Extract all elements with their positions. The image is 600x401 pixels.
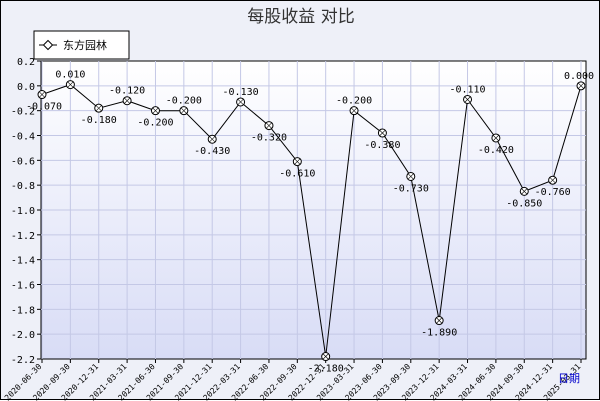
series-line xyxy=(41,84,582,357)
data-label: 0.010 xyxy=(55,70,85,81)
data-point-cross xyxy=(577,82,585,90)
data-label: -0.200 xyxy=(137,118,173,129)
y-tick-label: -0.8 xyxy=(11,181,35,192)
data-label: -0.850 xyxy=(506,198,542,209)
data-point-cross xyxy=(67,81,74,88)
data-point-cross xyxy=(435,317,443,324)
series-layer: -0.070 0.010 -0.180 -0.120 -0.200 -0.200 -0.43… xyxy=(26,70,594,375)
chart-title: 每股收益 对比 xyxy=(247,7,354,27)
data-point-cross xyxy=(492,134,500,142)
data-point-cross xyxy=(549,176,556,184)
data-point-cross xyxy=(237,98,244,106)
data-point-cross xyxy=(265,122,273,129)
y-tick-label: -1.2 xyxy=(11,231,35,242)
data-label: -0.430 xyxy=(194,146,230,157)
data-point-cross xyxy=(38,91,46,98)
data-label: -0.180 xyxy=(81,115,117,126)
data-label: -0.120 xyxy=(109,86,145,97)
data-point-cross xyxy=(350,107,358,114)
data-point-cross xyxy=(322,353,329,360)
period-label[interactable]: 日期 xyxy=(558,372,580,385)
data-point-cross xyxy=(379,129,386,137)
data-point-cross xyxy=(180,107,188,114)
data-label: -0.420 xyxy=(478,145,514,156)
data-point-cross xyxy=(521,188,528,195)
data-point-cross xyxy=(123,97,131,104)
data-label: 0.000 xyxy=(564,71,594,82)
y-tick-label: 0.0 xyxy=(17,82,35,93)
data-label: -0.200 xyxy=(166,96,202,107)
data-point-cross xyxy=(407,173,415,180)
y-tick-label: -1.4 xyxy=(11,256,35,267)
y-tick-label: 0.2 xyxy=(17,57,35,68)
data-label: -0.610 xyxy=(279,169,315,180)
data-label: -0.320 xyxy=(251,133,287,144)
legend-label: 东方园林 xyxy=(63,38,107,52)
y-tick-label: -0.4 xyxy=(11,132,35,143)
data-label: -0.200 xyxy=(336,96,372,107)
data-point-cross xyxy=(464,96,471,103)
data-label: -0.760 xyxy=(535,187,571,198)
y-tick-label: -0.6 xyxy=(11,156,35,167)
y-tick-label: -1.0 xyxy=(11,206,35,217)
legend-marker xyxy=(42,39,54,51)
y-tick-label: -2.0 xyxy=(11,330,35,341)
data-point-cross xyxy=(294,158,301,165)
y-tick-label: -0.2 xyxy=(11,107,35,118)
data-label: -0.110 xyxy=(449,84,485,95)
legend: 东方园林 xyxy=(33,30,130,60)
y-tick-label: -1.8 xyxy=(11,305,35,316)
data-label: -0.730 xyxy=(393,183,429,194)
data-label: -1.890 xyxy=(421,328,457,339)
y-axis: 0.2 0.0 -0.2 -0.4 -0.6 -0.8 -1.0 -1.2 -1.4 -1.6 -1… xyxy=(11,57,41,366)
x-axis: 2020-06-302020-09-302020-12-312021-03-31… xyxy=(3,359,583,401)
y-tick-label: -2.2 xyxy=(11,355,35,366)
data-label: -0.380 xyxy=(364,140,400,151)
data-label: -0.070 xyxy=(26,102,62,113)
data-point-cross xyxy=(208,136,216,143)
y-tick-label: -1.6 xyxy=(11,281,35,292)
data-point-cross xyxy=(152,107,159,114)
data-label: -0.130 xyxy=(223,87,259,98)
data-point-cross xyxy=(95,104,102,112)
data-label: -2.180 xyxy=(308,364,344,375)
